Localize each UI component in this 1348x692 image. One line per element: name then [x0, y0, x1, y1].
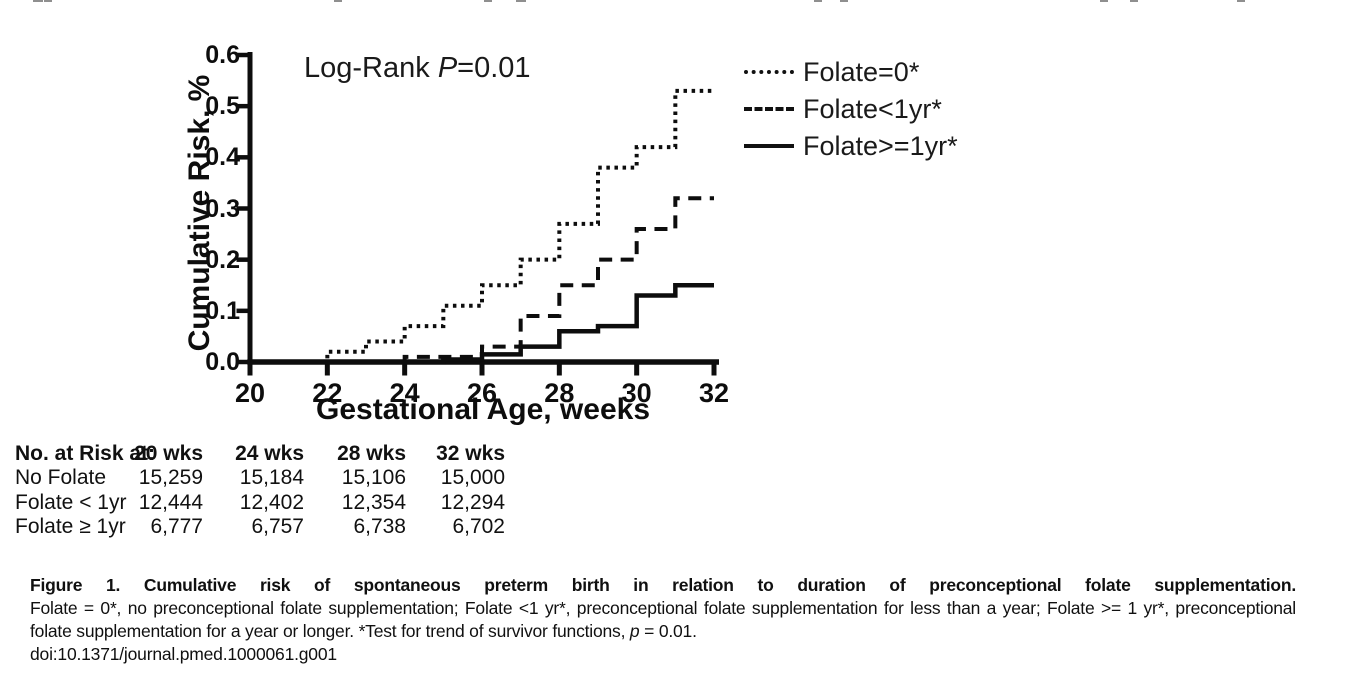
- legend-line-sample-solid: [744, 144, 794, 148]
- y-tick-label: 0.2: [205, 245, 240, 274]
- figure-caption: Figure 1. Cumulative risk of spontaneous…: [30, 574, 1296, 666]
- y-tick-label: 0.6: [205, 41, 240, 69]
- log-rank-value: =0.01: [457, 52, 531, 84]
- x-axis-title: Gestational Age, weeks: [315, 393, 650, 426]
- legend-label: Folate>=1yr*: [803, 130, 958, 161]
- legend-item: Folate>=1yr*: [744, 130, 958, 161]
- table-cell: 15,000: [440, 466, 505, 490]
- y-tick-label: 0.4: [205, 143, 240, 172]
- table-row-label: No Folate: [15, 466, 107, 490]
- x-tick-label: 26: [466, 378, 498, 408]
- table-cell: 12,402: [239, 490, 304, 514]
- x-tick-label: 24: [389, 378, 420, 408]
- series-line-solid: [250, 283, 714, 365]
- table-cell: 6,702: [452, 515, 505, 539]
- table-header-cell: 24 wks: [235, 442, 304, 465]
- x-tick-label: 22: [312, 378, 343, 408]
- table-cell: 12,444: [138, 490, 203, 514]
- table-cell: 6,757: [251, 515, 304, 539]
- caption-body-text: Folate = 0*, no preconceptional folate s…: [30, 598, 1296, 641]
- x-tick-label: 20: [234, 378, 266, 408]
- log-rank-p-symbol: P: [437, 52, 458, 84]
- y-tick-label: 0.1: [205, 296, 240, 325]
- legend-label: Folate<1yr*: [803, 93, 942, 124]
- legend-label: Folate=0*: [803, 56, 920, 87]
- x-tick-label: 28: [544, 378, 575, 408]
- figure-caption-title: Figure 1. Cumulative risk of spontaneous…: [30, 575, 1296, 595]
- table-header-cell: 28 wks: [337, 442, 406, 465]
- legend-line-sample-dotted: [744, 70, 794, 74]
- table-cell: 12,294: [440, 490, 505, 514]
- cumulative-risk-step-chart: [236, 52, 719, 376]
- figure-caption-body: Folate = 0*, no preconceptional folate s…: [30, 597, 1296, 643]
- table-header-cell: No. at Risk at:: [15, 442, 156, 465]
- legend-item: Folate<1yr*: [744, 93, 958, 124]
- table-cell: 6,777: [150, 515, 203, 539]
- table-cell: 12,354: [341, 490, 406, 514]
- y-tick-label: 0.3: [205, 194, 240, 223]
- table-cell: 6,738: [353, 515, 406, 539]
- caption-p-value: = 0.01.: [639, 621, 697, 641]
- y-tick-label: 0.5: [205, 92, 240, 121]
- x-tick-label: 30: [621, 378, 652, 408]
- table-header-cell: 32 wks: [436, 442, 505, 465]
- table-row-label: Folate < 1yr: [15, 490, 127, 514]
- series-line-dashed: [250, 196, 714, 364]
- chart-legend: Folate=0* Folate<1yr* Folate>=1yr*: [744, 56, 958, 170]
- y-axis-title: Cumulative Risk, %: [183, 74, 216, 352]
- table-row-label: Folate ≥ 1yr: [15, 515, 126, 539]
- log-rank-prefix: Log-Rank: [304, 52, 438, 84]
- x-tick-label: 32: [698, 378, 730, 408]
- table-cell: 15,259: [138, 466, 203, 490]
- y-tick-label: 0.0: [205, 348, 240, 376]
- legend-line-sample-dashed: [744, 107, 794, 111]
- cropped-text-artifact: [0, 0, 1348, 3]
- legend-item: Folate=0*: [744, 56, 958, 87]
- caption-p-symbol: p: [629, 621, 640, 641]
- log-rank-annotation: Log-Rank P=0.01: [304, 52, 531, 85]
- table-header-cell: 20 wks: [134, 442, 203, 465]
- figure-doi: doi:10.1371/journal.pmed.1000061.g001: [30, 644, 337, 664]
- table-cell: 15,184: [239, 466, 304, 490]
- number-at-risk-table: No. at Risk at: 20 wks 24 wks 28 wks 32 wks N…: [15, 442, 505, 540]
- table-cell: 15,106: [341, 466, 406, 490]
- series-line-dotted: [250, 88, 714, 364]
